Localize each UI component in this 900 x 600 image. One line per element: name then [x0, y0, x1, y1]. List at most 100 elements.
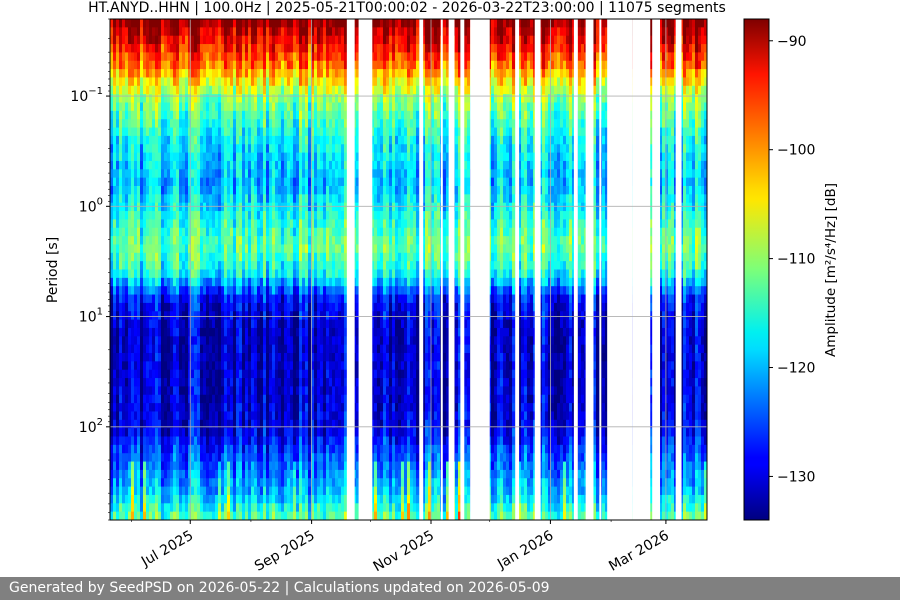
heatmap-cell [209, 244, 213, 254]
heatmap-cell [131, 44, 135, 53]
heatmap-cell [233, 144, 237, 154]
heatmap-cell [218, 386, 222, 396]
heatmap-cell [182, 436, 186, 446]
heatmap-cell [221, 503, 225, 513]
heatmap-cell [215, 403, 219, 413]
heatmap-cell [152, 236, 156, 246]
heatmap-cell [191, 344, 195, 354]
heatmap-cell [143, 494, 147, 504]
heatmap-cell [134, 35, 138, 45]
heatmap-cell [197, 219, 201, 229]
heatmap-cell [203, 336, 207, 346]
heatmap-cell [233, 85, 237, 95]
heatmap-cell [122, 244, 126, 254]
heatmap-cell [194, 77, 198, 87]
heatmap-cell [227, 177, 231, 187]
heatmap-cell [215, 94, 219, 104]
heatmap-cell [230, 277, 234, 287]
heatmap-cell [191, 19, 195, 28]
heatmap-cell [221, 252, 225, 262]
heatmap-cell [128, 411, 132, 421]
heatmap-cell [215, 252, 219, 262]
heatmap-cell [209, 94, 213, 104]
heatmap-cell [185, 302, 189, 312]
heatmap-cell [182, 236, 186, 246]
heatmap-cell [137, 144, 141, 154]
heatmap-cell [161, 469, 165, 479]
heatmap-cell [191, 294, 195, 304]
heatmap-cell [170, 102, 174, 112]
heatmap-cell [209, 503, 213, 513]
heatmap-cell [122, 428, 126, 438]
heatmap-cell [158, 478, 162, 488]
heatmap-cell [188, 135, 192, 145]
heatmap-cell [149, 419, 153, 429]
heatmap-cell [113, 119, 117, 129]
heatmap-cell [185, 177, 189, 187]
heatmap-cell [146, 378, 150, 387]
heatmap-cell [230, 269, 234, 279]
heatmap-cell [128, 436, 132, 446]
heatmap-cell [230, 119, 234, 129]
heatmap-cell [194, 394, 198, 404]
heatmap-cell [191, 94, 195, 104]
heatmap-cell [158, 27, 162, 37]
heatmap-cell [227, 127, 231, 137]
heatmap-cell [140, 302, 144, 312]
heatmap-cell [197, 277, 201, 287]
heatmap-cell [173, 77, 177, 87]
heatmap-cell [125, 186, 129, 195]
heatmap-cell [119, 52, 123, 62]
heatmap-cell [218, 52, 222, 62]
heatmap-cell [191, 369, 195, 379]
heatmap-cell [194, 127, 198, 137]
heatmap-cell [164, 286, 168, 296]
heatmap-cell [116, 327, 120, 337]
heatmap-cell [146, 294, 150, 304]
heatmap-cell [221, 327, 225, 337]
heatmap-cell [209, 436, 213, 446]
heatmap-cell [149, 503, 153, 513]
heatmap-cell [122, 469, 126, 479]
heatmap-cell [179, 394, 183, 404]
heatmap-cell [230, 461, 234, 471]
heatmap-cell [170, 353, 174, 362]
heatmap-cell [206, 19, 210, 28]
heatmap-cell [194, 403, 198, 413]
heatmap-cell [209, 428, 213, 438]
heatmap-cell [152, 411, 156, 421]
heatmap-cell [194, 353, 198, 362]
heatmap-cell [149, 152, 153, 162]
heatmap-cell [173, 236, 177, 246]
heatmap-cell [170, 319, 174, 329]
heatmap-cell [164, 444, 168, 454]
heatmap-cell [179, 494, 183, 504]
heatmap-cell [200, 411, 204, 421]
heatmap-cell [113, 461, 117, 471]
heatmap-cell [203, 19, 207, 28]
heatmap-cell [170, 160, 174, 170]
heatmap-cell [164, 344, 168, 354]
heatmap-cell [209, 369, 213, 379]
heatmap-cell [167, 444, 171, 454]
heatmap-cell [140, 160, 144, 170]
heatmap-cell [146, 436, 150, 446]
heatmap-cell [191, 386, 195, 396]
heatmap-cell [227, 211, 231, 220]
heatmap-cell [182, 35, 186, 45]
heatmap-cell [224, 169, 228, 179]
heatmap-cell [158, 160, 162, 170]
heatmap-cell [200, 160, 204, 170]
heatmap-cell [227, 186, 231, 195]
heatmap-cell [134, 127, 138, 137]
heatmap-cell [227, 269, 231, 279]
heatmap-cell [140, 52, 144, 62]
heatmap-cell [128, 186, 132, 195]
heatmap-cell [164, 403, 168, 413]
heatmap-cell [131, 252, 135, 262]
heatmap-cell [179, 469, 183, 479]
heatmap-cell [110, 102, 114, 112]
heatmap-cell [116, 403, 120, 413]
heatmap-cell [119, 194, 123, 204]
heatmap-cell [236, 35, 240, 45]
